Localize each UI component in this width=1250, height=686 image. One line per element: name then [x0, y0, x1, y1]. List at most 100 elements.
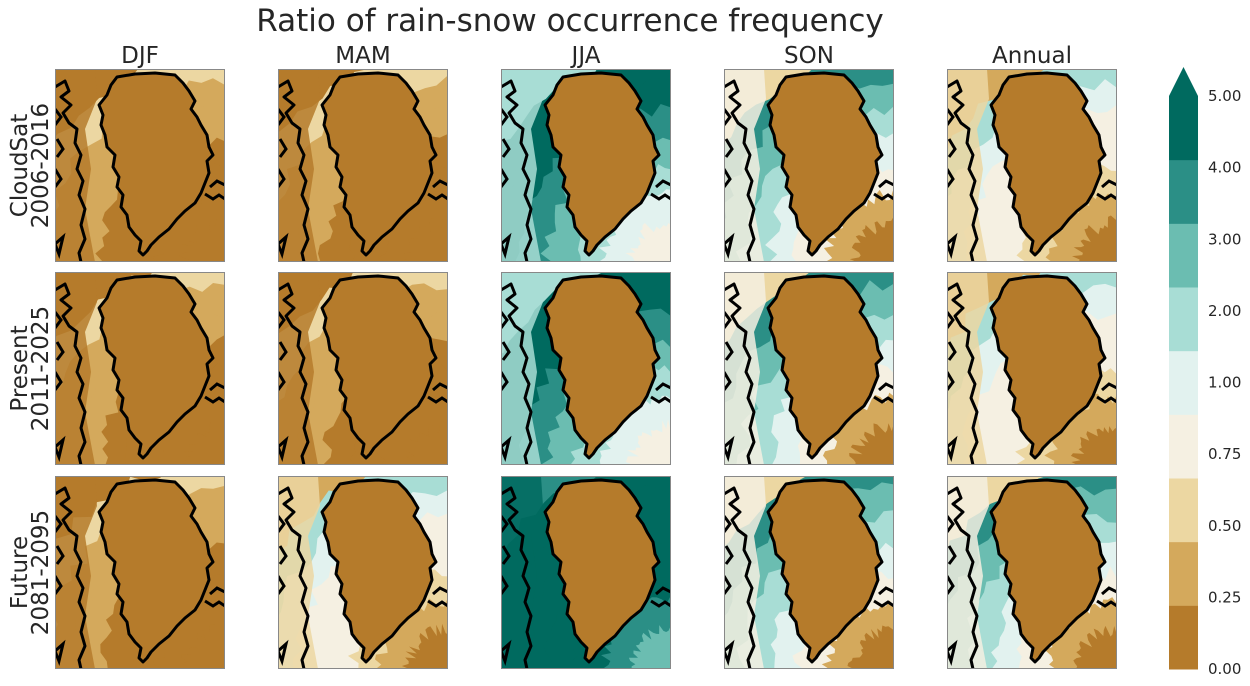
row-label-period: 2006-2016 — [28, 103, 54, 228]
svalbard-coastline — [1096, 179, 1117, 201]
colorbar-segment — [1169, 96, 1198, 161]
panel-1-3 — [724, 272, 894, 465]
iceland-coastline — [947, 232, 958, 259]
colorbar-segment — [1169, 541, 1198, 606]
island-coastline — [724, 108, 734, 188]
colorbar-extend-arrow — [1169, 67, 1198, 96]
iceland-coastline — [724, 639, 735, 666]
colorbar-segment — [1169, 159, 1198, 224]
island-coastline — [501, 515, 511, 595]
ocean-band — [1073, 625, 1117, 669]
greenland-coastline — [320, 478, 438, 664]
canada-coastline — [947, 486, 979, 669]
map-panels — [55, 69, 1117, 669]
ocean-band — [178, 219, 225, 262]
iceland-coastline — [501, 639, 512, 666]
colorbar-segment — [1169, 287, 1198, 352]
iceland-coastline — [724, 435, 735, 462]
iceland-coastline — [947, 435, 958, 462]
iceland-coastline — [501, 232, 512, 259]
island-coastline — [724, 311, 734, 391]
panel-0-0 — [55, 69, 225, 262]
canada-coastline — [501, 282, 533, 465]
colorbar-segment — [1169, 605, 1198, 670]
colorbar-tick-label: 2.00 — [1208, 302, 1241, 320]
greenland-coastline — [320, 71, 438, 257]
ocean-band — [401, 623, 448, 669]
panel-frame — [724, 476, 894, 669]
panel-frame — [947, 272, 1117, 465]
greenland-coastline — [543, 478, 661, 664]
panel-2-2 — [501, 476, 671, 669]
column-title: DJF — [121, 43, 159, 69]
canada-coastline — [278, 486, 310, 669]
colorbar-tick-label: 0.00 — [1208, 660, 1241, 678]
island-coastline — [278, 515, 288, 595]
iceland-coastline — [55, 435, 66, 462]
greenland-coastline — [97, 478, 215, 664]
island-coastline — [947, 515, 957, 595]
island-coastline — [55, 515, 65, 595]
svalbard-coastline — [204, 586, 225, 608]
panel-frame — [947, 69, 1117, 262]
panel-frame — [501, 272, 671, 465]
greenland-coastline — [766, 478, 884, 664]
island-coastline — [501, 311, 511, 391]
row-label-period: 2011-2025 — [28, 306, 54, 431]
island-coastline — [278, 311, 288, 391]
colorbar: 0.00 0.25 0.50 0.75 1.00 2.00 3.00 4.00 5.00 — [1169, 67, 1241, 678]
iceland-coastline — [724, 232, 735, 259]
svalbard-coastline — [873, 586, 894, 608]
column-title: SON — [784, 43, 834, 69]
panel-2-3 — [724, 476, 894, 669]
panel-0-1 — [278, 69, 448, 262]
svalbard-coastline — [650, 382, 671, 404]
ocean-band — [180, 421, 225, 465]
greenland-coastline — [543, 71, 661, 257]
panel-0-2 — [501, 69, 671, 262]
iceland-coastline — [278, 232, 289, 259]
ocean-band — [628, 625, 671, 669]
panel-1-4 — [947, 272, 1117, 465]
svalbard-coastline — [204, 179, 225, 201]
panel-1-2 — [501, 272, 671, 465]
island-coastline — [55, 311, 65, 391]
panel-2-1 — [278, 476, 448, 669]
ocean-band — [849, 215, 894, 262]
colorbar-tick-label: 0.50 — [1208, 517, 1241, 535]
island-coastline — [724, 515, 734, 595]
canada-coastline — [55, 282, 87, 465]
colorbar-tick-label: 5.00 — [1208, 87, 1241, 105]
row-labels: CloudSat2006-2016Present2011-2025Future2… — [7, 103, 54, 635]
greenland-coastline — [989, 478, 1107, 664]
panel-frame — [55, 476, 225, 669]
canada-coastline — [724, 282, 756, 465]
colorbar-segment — [1169, 414, 1198, 479]
column-title: Annual — [992, 43, 1072, 69]
svalbard-coastline — [650, 179, 671, 201]
ocean-band — [181, 624, 225, 669]
canada-coastline — [501, 79, 533, 262]
iceland-coastline — [55, 639, 66, 666]
colorbar-segment — [1169, 350, 1198, 415]
colorbar-tick-label: 0.75 — [1208, 445, 1241, 463]
svalbard-coastline — [427, 179, 448, 201]
panel-frame — [278, 272, 448, 465]
panel-2-0 — [55, 476, 225, 669]
colorbar-segment — [1169, 223, 1198, 288]
canada-coastline — [947, 282, 979, 465]
island-coastline — [278, 108, 288, 188]
colorbar-tick-label: 4.00 — [1208, 159, 1241, 177]
canada-coastline — [947, 79, 979, 262]
panel-frame — [947, 476, 1117, 669]
island-coastline — [55, 108, 65, 188]
chart-title: Ratio of rain-snow occurrence frequency — [256, 3, 883, 39]
svalbard-coastline — [1096, 586, 1117, 608]
ocean-band — [405, 420, 448, 465]
canada-coastline — [278, 79, 310, 262]
canada-coastline — [501, 486, 533, 669]
greenland-coastline — [320, 274, 438, 460]
greenland-coastline — [543, 274, 661, 460]
